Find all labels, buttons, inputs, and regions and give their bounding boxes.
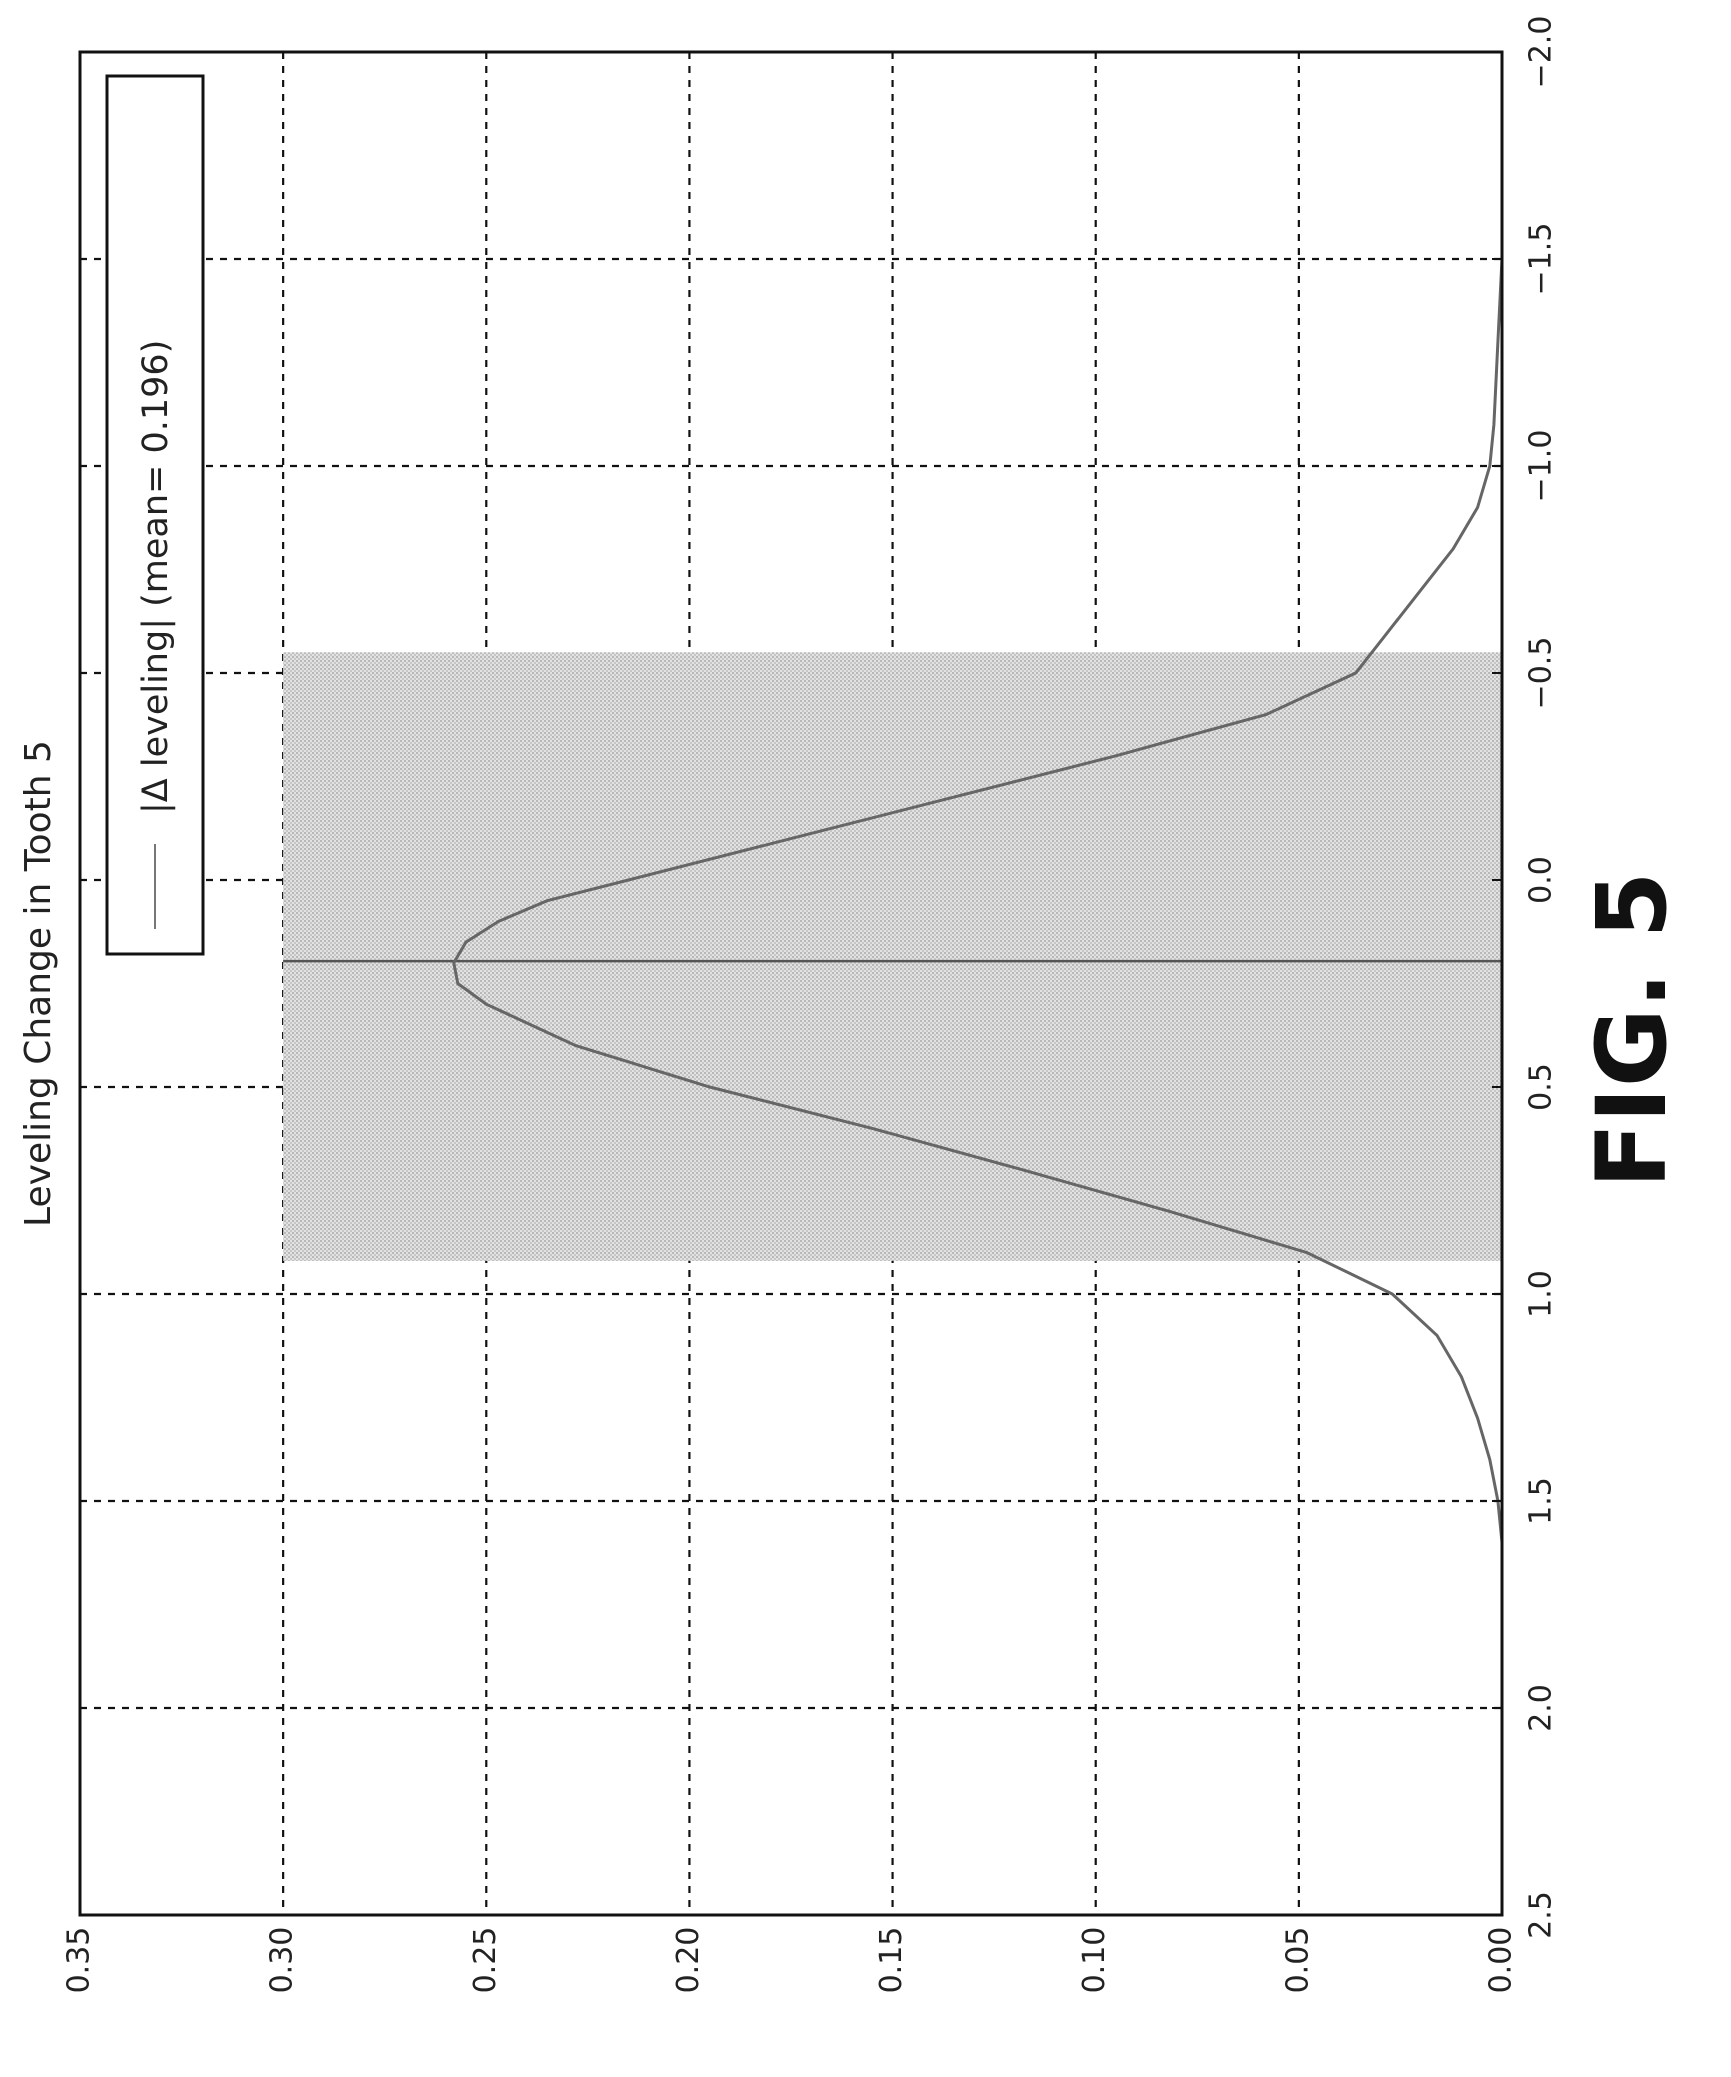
x-tick-label: −1.5: [1524, 223, 1559, 296]
x-tick-label: 1.5: [1524, 1477, 1559, 1525]
x-tick-label: −0.5: [1524, 637, 1559, 710]
y-tick-label: 0.30: [265, 1927, 300, 1994]
chart-title: Leveling Change in Tooth 5: [18, 740, 59, 1227]
legend-box: [105, 74, 205, 956]
figure-label: FIG. 5: [1576, 872, 1688, 1189]
x-tick-label: 2.5: [1524, 1891, 1559, 1939]
y-tick-label: 0.25: [468, 1927, 503, 1994]
shaded-region: [283, 652, 1503, 1261]
shaded-region-layer: [283, 652, 1503, 1261]
y-tick-label: 0.20: [671, 1927, 706, 1994]
y-tick-label: 0.35: [62, 1927, 97, 1994]
legend-label: |Δ leveling| (mean= 0.196): [136, 340, 176, 814]
series-layer: [452, 52, 1504, 1708]
legend: |Δ leveling| (mean= 0.196): [105, 74, 205, 956]
grid: [80, 52, 1502, 1915]
x-tick-labels: −2.0 −1.5 −1.0 −0.5 0.0 0.5 1.0 1.5 2.0 2.5: [1492, 16, 1559, 1939]
y-tick-label: 0.00: [1484, 1927, 1519, 1994]
x-tick-label: −1.0: [1524, 430, 1559, 503]
x-tick-label: −2.0: [1524, 16, 1559, 89]
x-tick-label: 0.5: [1524, 1063, 1559, 1111]
y-tick-label: 0.05: [1280, 1927, 1315, 1994]
series-line: [452, 52, 1504, 1708]
plot-frame: [78, 50, 1504, 1917]
y-tick-labels: 0.00 0.05 0.10 0.15 0.20 0.25 0.30 0.35: [62, 1927, 1519, 1994]
x-tick-label: 2.0: [1524, 1684, 1559, 1732]
x-tick-label: 0.0: [1524, 856, 1559, 904]
y-tick-label: 0.15: [874, 1927, 909, 1994]
y-tick-label: 0.10: [1077, 1927, 1112, 1994]
x-tick-label: 1.0: [1524, 1270, 1559, 1318]
